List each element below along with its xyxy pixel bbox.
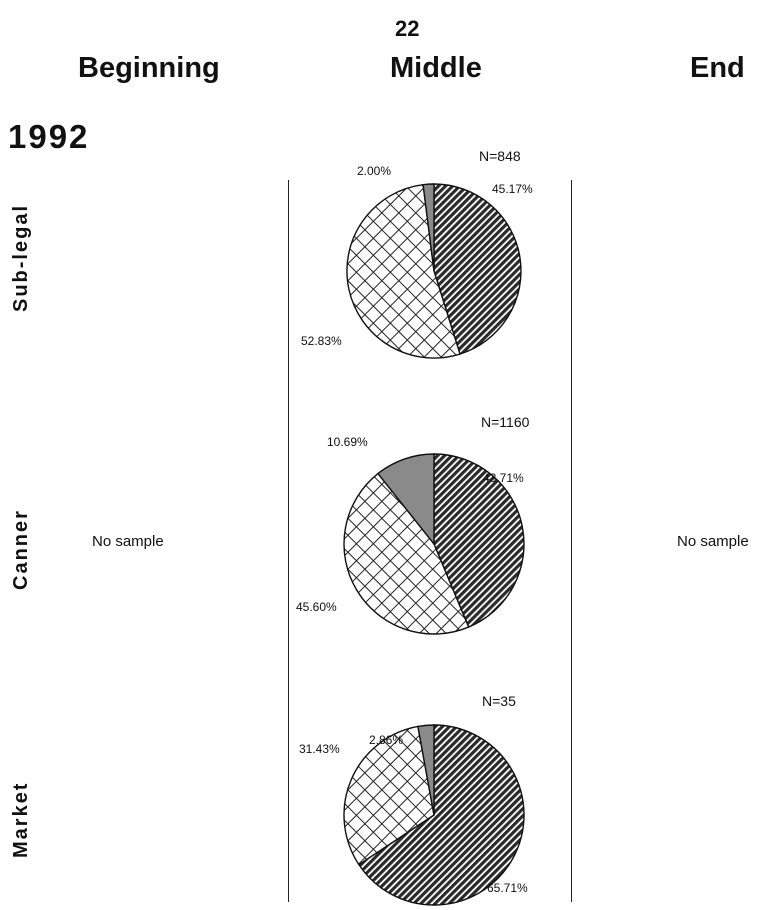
slice-label: 65.71%: [487, 881, 528, 895]
pie-chart-canner: 43.71% 45.60% 10.69% N=1160: [296, 414, 530, 635]
slice-label: 52.83%: [301, 334, 342, 348]
no-sample-end: No sample: [677, 533, 749, 550]
column-header-middle: Middle: [390, 52, 482, 84]
pie-slice-hatch: [433, 183, 522, 355]
no-sample-beginning: No sample: [92, 533, 164, 550]
column-divider-right: [571, 180, 572, 902]
pie-slice-cross: [343, 725, 435, 866]
sample-size-label: N=848: [479, 148, 521, 164]
slice-label: 2.86%: [369, 733, 403, 747]
pie-slice-cross: [343, 472, 470, 635]
sample-size-label: N=1160: [481, 414, 530, 430]
slice-label: 45.17%: [492, 182, 533, 196]
column-header-end: End: [690, 52, 745, 84]
slice-label: 2.00%: [357, 164, 391, 178]
page-number: 22: [395, 16, 420, 41]
pie-slice-gray: [422, 183, 435, 272]
slice-label: 10.69%: [327, 435, 368, 449]
year-label: 1992: [8, 118, 90, 155]
slice-label: 43.71%: [483, 471, 524, 485]
slice-label: 45.60%: [296, 600, 337, 614]
pie-slice-hatch: [433, 453, 525, 628]
column-header-beginning: Beginning: [78, 52, 220, 84]
pie-chart-sub-legal: 45.17% 52.83% 2.00% N=848: [301, 148, 533, 359]
pie-slice-hatch: [357, 724, 525, 906]
column-divider-left: [288, 180, 289, 902]
pie-chart-market: 65.71% 31.43% 2.86% N=35: [299, 693, 528, 906]
pie-slice-gray: [417, 724, 435, 816]
sample-size-label: N=35: [482, 693, 516, 709]
pie-slice-cross: [346, 183, 461, 359]
slice-label: 31.43%: [299, 742, 340, 756]
pie-slice-gray: [377, 453, 435, 547]
